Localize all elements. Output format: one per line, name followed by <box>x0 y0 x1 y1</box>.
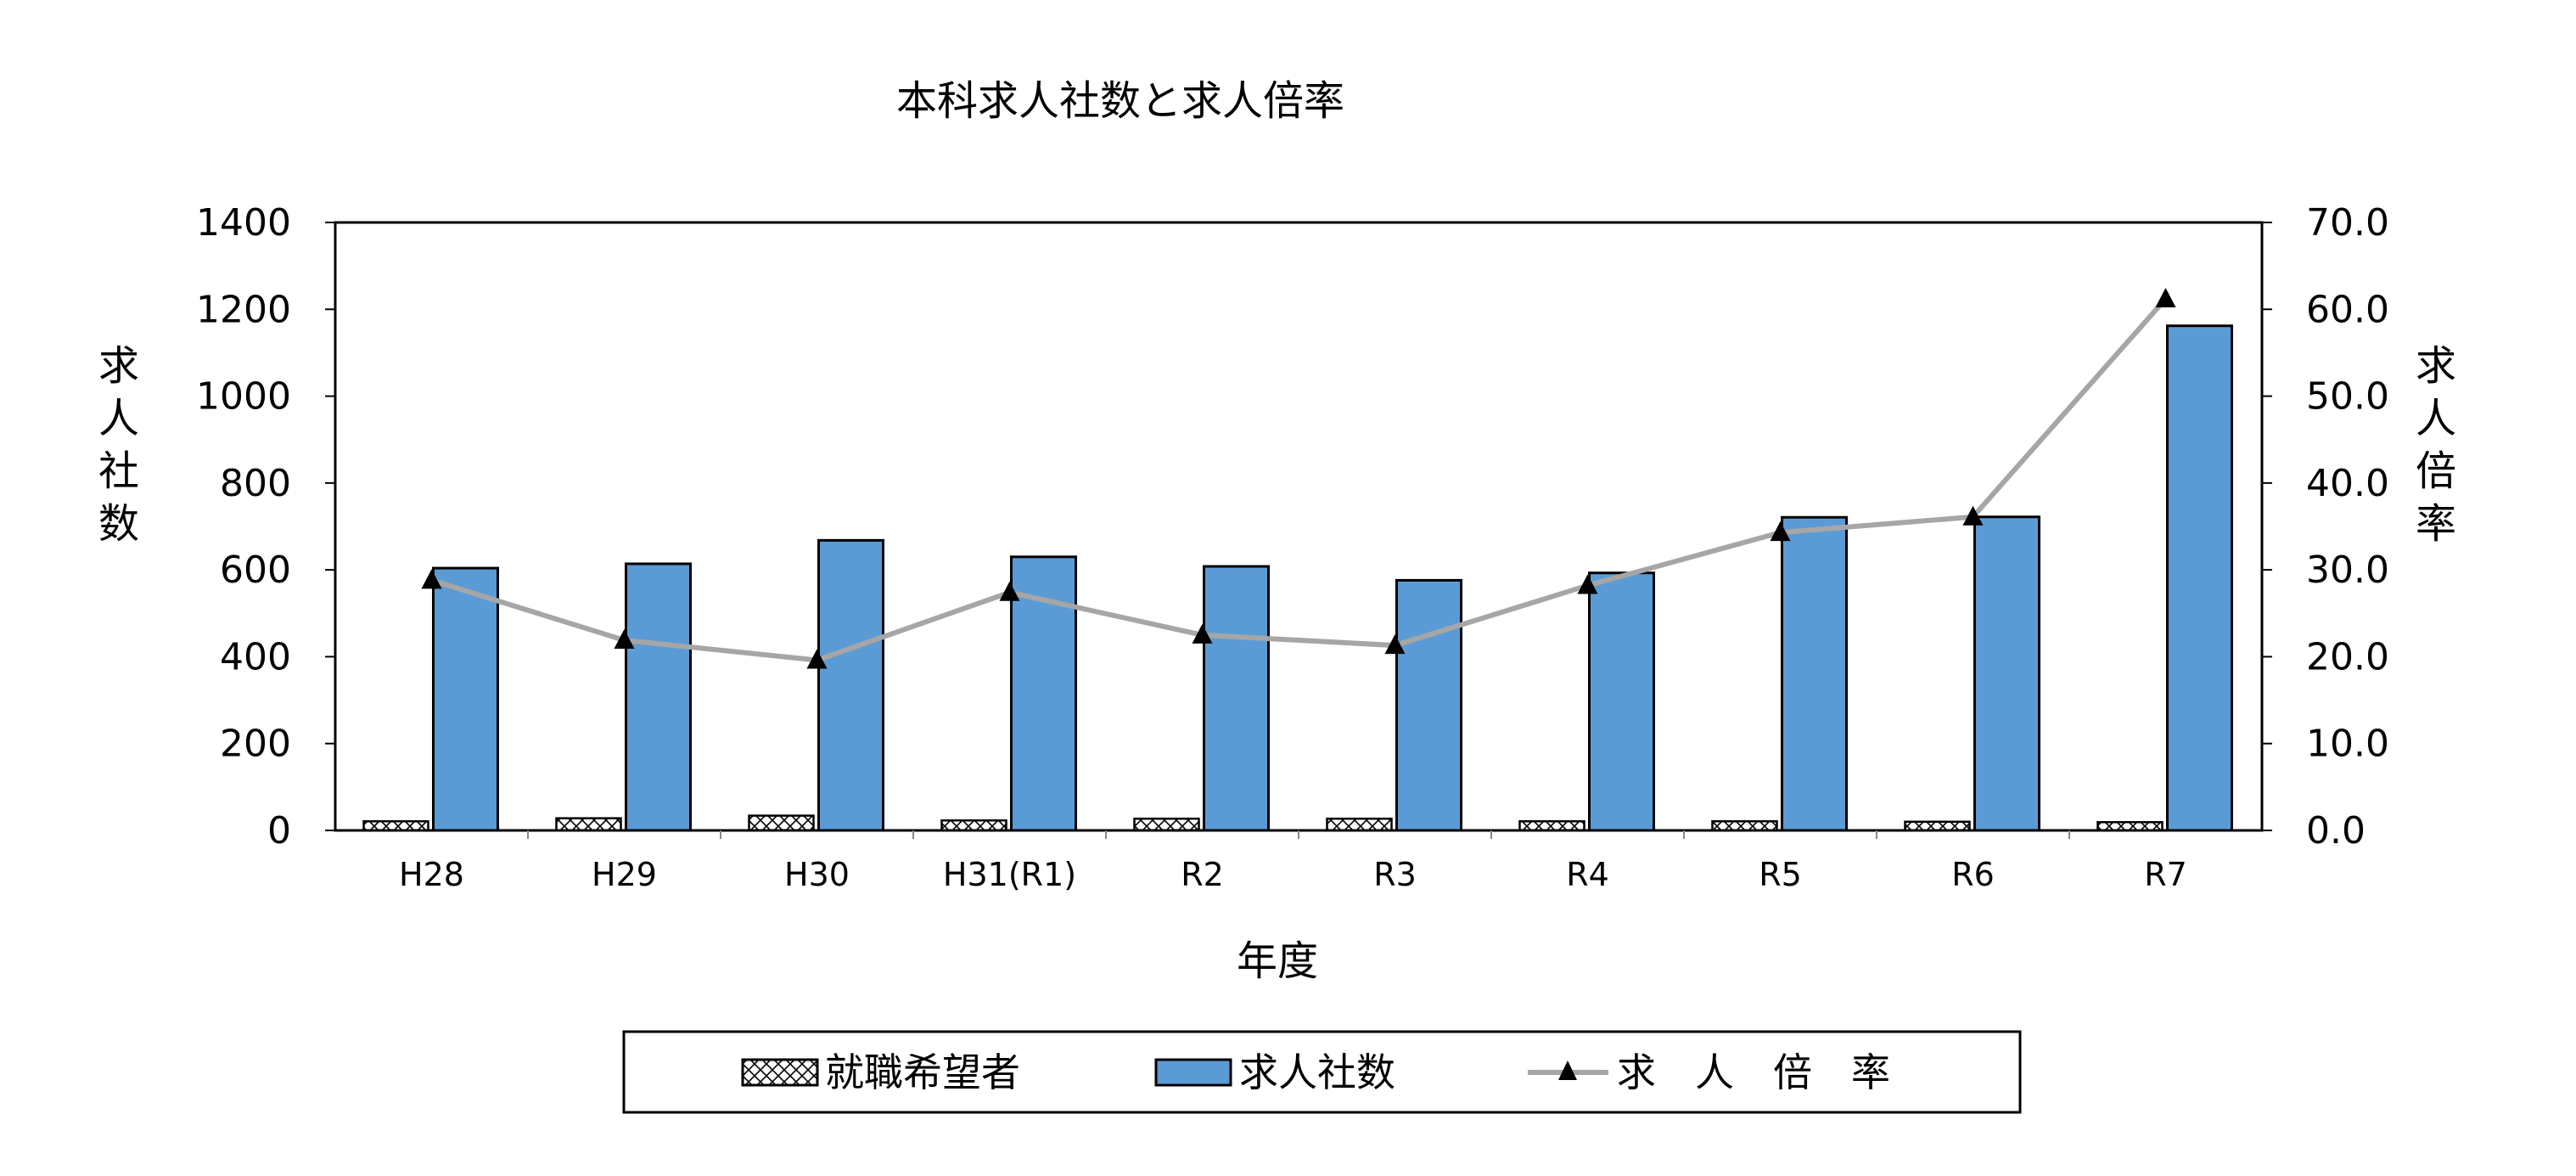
ratio-marker <box>806 649 828 669</box>
y-left-tick-label: 1200 <box>196 288 291 331</box>
y-axis-left-ticks: 0 200 400 600 800 1000 1200 1400 <box>196 201 335 852</box>
x-tick-label: H30 <box>784 856 850 893</box>
axis-title-char: 倍 <box>2416 447 2456 495</box>
plot-area-frame <box>334 221 2264 832</box>
x-tick-label: H29 <box>592 856 657 893</box>
bar-series <box>362 324 2233 832</box>
y-axis-left-title: 求人社数 <box>98 342 139 548</box>
y-axis-right-title: 求人倍率 <box>2416 342 2456 548</box>
y-right-tick-label: 40.0 <box>2306 462 2389 505</box>
x-axis-ticks: H28 H29 H30 H31(R1) R2 R3 R4 R5 R6 R7 <box>399 830 2187 893</box>
ratio-marker <box>1577 574 1598 594</box>
x-tick-label: R5 <box>1759 856 1802 893</box>
y-left-tick-label: 1000 <box>196 375 291 419</box>
legend-swatch-job-seekers <box>741 1058 819 1087</box>
bar-job-seekers <box>555 817 622 832</box>
y-right-tick-label: 20.0 <box>2306 635 2389 678</box>
x-tick-label: H31(R1) <box>943 856 1076 893</box>
ratio-marker <box>1384 634 1406 655</box>
legend-swatch-openings <box>1154 1058 1232 1087</box>
y-right-tick-label: 70.0 <box>2306 201 2389 245</box>
line-series <box>421 288 2176 669</box>
bar-openings <box>1395 578 1462 832</box>
bar-job-seekers <box>1133 817 1200 832</box>
bar-job-seekers <box>1904 820 1971 832</box>
legend: 就職希望者 求人社数 求 人 倍 率 <box>622 1030 2022 1114</box>
bar-job-seekers <box>940 819 1007 832</box>
y-left-tick-label: 1400 <box>196 201 291 245</box>
bar-job-seekers <box>1518 820 1585 832</box>
y-axis-right-ticks: 0.0 10.0 20.0 30.0 40.0 50.0 60.0 70.0 <box>2262 201 2389 852</box>
legend-label-job-seekers: 就職希望者 <box>825 1049 1020 1095</box>
x-tick-label: R2 <box>1181 856 1224 893</box>
x-tick-label: R3 <box>1373 856 1417 893</box>
legend-label-openings: 求人社数 <box>1239 1049 1395 1095</box>
ratio-marker <box>1192 623 1213 644</box>
axis-title-char: 人 <box>2416 395 2456 442</box>
y-left-tick-label: 600 <box>220 549 291 592</box>
legend-label-ratio: 求 人 倍 率 <box>1617 1049 1890 1095</box>
bar-openings <box>1588 571 1655 832</box>
ratio-marker <box>614 628 635 649</box>
y-left-tick-label: 0 <box>267 809 291 852</box>
bar-openings <box>817 538 884 832</box>
axis-title-char: 求 <box>98 342 139 390</box>
axis-title-char: 社 <box>98 447 139 495</box>
y-right-tick-label: 60.0 <box>2306 288 2389 331</box>
y-left-tick-label: 200 <box>220 723 291 766</box>
axis-title-char: 求 <box>2416 342 2456 390</box>
axis-title-char: 率 <box>2416 500 2456 548</box>
x-tick-label: R6 <box>1951 856 1995 893</box>
bar-job-seekers <box>362 820 429 832</box>
bar-openings <box>2166 324 2233 832</box>
x-tick-label: R4 <box>1566 856 1609 893</box>
ratio-line <box>430 297 2168 663</box>
bar-openings <box>1203 565 1270 832</box>
x-tick-label: H28 <box>399 856 464 893</box>
y-left-tick-label: 400 <box>220 635 291 678</box>
ratio-marker <box>1962 505 1984 526</box>
axis-title-char: 人 <box>98 395 139 442</box>
bar-job-seekers <box>1711 820 1778 832</box>
chart-title: 本科求人社数と求人倍率 <box>896 77 1344 125</box>
bar-job-seekers <box>1326 817 1393 832</box>
bar-openings <box>432 566 499 832</box>
y-right-tick-label: 0.0 <box>2306 809 2366 852</box>
y-right-tick-label: 30.0 <box>2306 549 2389 592</box>
ratio-marker <box>1770 521 1791 542</box>
bar-job-seekers <box>748 814 815 832</box>
ratio-marker <box>421 569 442 589</box>
bar-openings <box>1781 515 1848 832</box>
axis-title-char: 数 <box>98 500 139 548</box>
legend-swatch-ratio-marker <box>1558 1061 1577 1080</box>
y-right-tick-label: 50.0 <box>2306 375 2389 419</box>
ratio-marker <box>2155 288 2176 308</box>
x-axis-title: 年度 <box>1237 937 1318 985</box>
bar-openings <box>625 562 692 832</box>
y-right-tick-label: 10.0 <box>2306 723 2389 766</box>
bar-openings <box>1973 515 2040 832</box>
legend-frame <box>622 1030 2022 1114</box>
x-tick-label: R7 <box>2144 856 2187 893</box>
y-left-tick-label: 800 <box>220 462 291 505</box>
ratio-marker <box>999 581 1020 601</box>
